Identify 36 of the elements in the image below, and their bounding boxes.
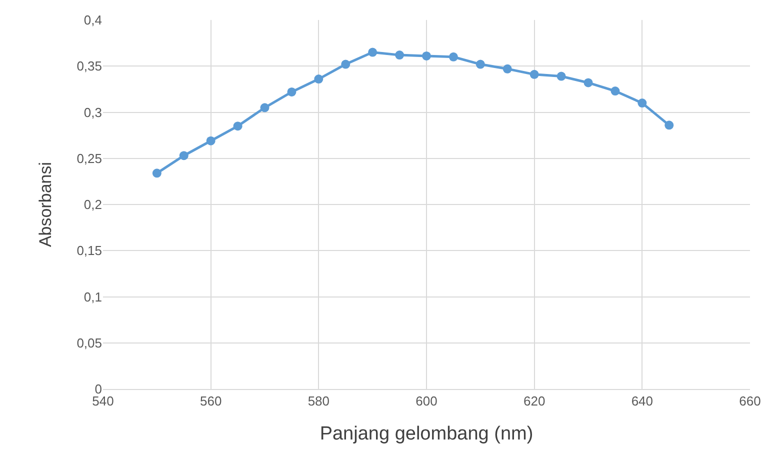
- y-tick-label: 0,3: [84, 104, 102, 120]
- x-tick-label: 580: [308, 394, 330, 409]
- y-tick-label: 0,2: [84, 197, 102, 212]
- point: [584, 78, 593, 88]
- x-tick-label: 620: [523, 394, 546, 409]
- x-axis-title: Panjang gelombang (nm): [320, 423, 534, 444]
- x-tick-label: 600: [416, 394, 438, 409]
- x-tick-label: 640: [631, 394, 654, 409]
- y-axis-title: Absorbansi: [36, 162, 56, 248]
- y-tick-label: 0,05: [76, 335, 102, 350]
- y-tick-label: 0,25: [76, 150, 102, 166]
- y-tick-label: 0,4: [84, 12, 102, 28]
- point: [530, 70, 539, 79]
- point: [476, 60, 485, 69]
- point: [395, 50, 404, 60]
- point: [152, 168, 162, 178]
- point: [610, 86, 620, 96]
- y-tick-label: 0,15: [76, 243, 102, 258]
- y-tick-label: 0,35: [76, 58, 102, 74]
- point: [287, 87, 296, 96]
- point: [448, 52, 458, 62]
- point: [368, 48, 378, 57]
- point: [233, 122, 242, 131]
- point: [179, 151, 188, 160]
- point: [502, 64, 512, 74]
- point: [422, 51, 431, 60]
- y-tick-label: 0,1: [84, 289, 102, 304]
- point: [206, 136, 216, 146]
- point: [638, 98, 647, 108]
- point: [314, 74, 324, 84]
- point: [556, 72, 566, 81]
- point: [664, 120, 674, 130]
- point: [341, 60, 350, 69]
- point: [260, 103, 270, 112]
- x-tick-label: 660: [739, 394, 761, 409]
- x-tick-label: 560: [200, 394, 222, 409]
